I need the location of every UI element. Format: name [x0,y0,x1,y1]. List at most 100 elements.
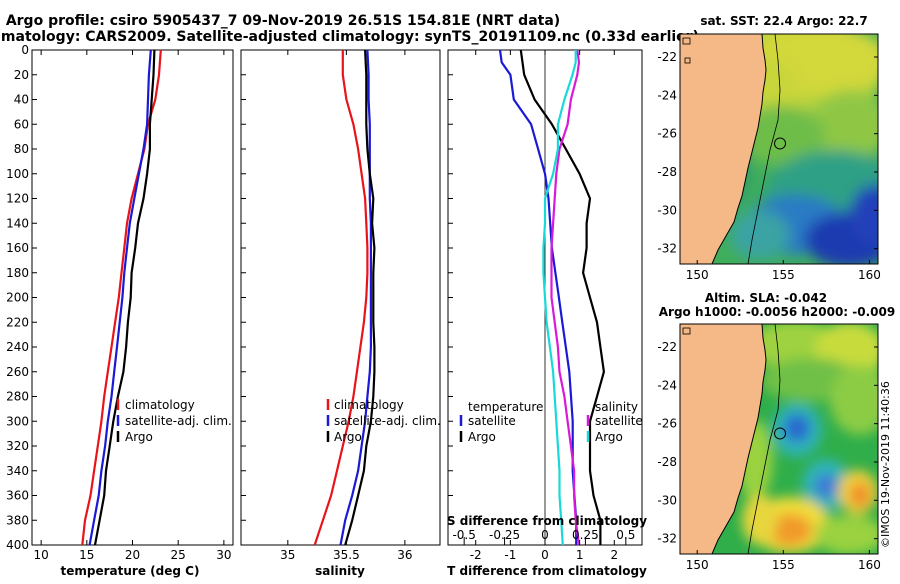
temperature-plot-frame [31,49,234,546]
y-tick-label: 160 [6,241,29,255]
legend-label-t-argo: Argo [468,430,496,444]
temperature-x-label: temperature (deg C) [61,564,200,578]
y-tick-label: 180 [6,266,29,280]
map-y-tick-label: -30 [657,493,677,507]
map-y-tick-label: -24 [657,88,677,102]
difference-legend: temperature satellite Argo salinity sate… [459,400,643,444]
map-y-tick-label: -32 [657,242,677,256]
map-x-tick-label: 160 [858,268,881,282]
sst-map: sat. SST: 22.4 Argo: 22.7 15 [657,14,881,282]
map-y-tick-label: -30 [657,203,677,217]
series-line-temperature-argo [519,49,606,545]
temperature-panel: 0 20 40 60 80 100 120 140 160 180 200 220 240 260 280 3… [6,43,234,578]
y-tick-label: 80 [14,142,29,156]
salinity-plot-frame [240,49,441,546]
x-tick-label: 1 [576,548,584,562]
title-line-2: Climatology: CARS2009. Satellite-adjuste… [0,29,699,45]
x-tick-label: -2 [470,548,482,562]
x-tick-label: 36 [397,548,412,562]
difference-top-axis-label: S difference from climatology [447,514,647,528]
legend-label-s-argo: Argo [595,430,623,444]
series-line-salinity-argo [542,50,577,546]
map-x-tick-label: 150 [686,268,709,282]
sla-map-title-line-1: Altim. SLA: -0.042 [705,291,827,305]
legend-label-climatology: climatology [125,398,195,412]
map-x-tick-label: 150 [686,558,709,572]
y-tick-label: 20 [14,68,29,82]
map-y-tick-label: -24 [657,378,677,392]
series-line-argo [93,49,156,546]
s-tick-label: -0.25 [489,528,520,542]
legend-title-salinity: salinity [595,400,638,414]
legend-label-satellite: satellite-adj. clim. [334,414,441,428]
legend-label-argo: Argo [334,430,362,444]
y-tick-label: 380 [6,513,29,527]
y-tick-label: 400 [6,538,29,552]
y-tick-label: 320 [6,439,29,453]
series-line-climatology [313,50,369,546]
y-tick-label: 60 [14,117,29,131]
x-tick-label: 25 [171,548,186,562]
sla-argo-location-marker [774,427,787,440]
series-line-satellite-adj-clim- [339,49,372,546]
sla-map: Altim. SLA: -0.042 Argo h1000: -0.0056 h… [657,291,895,572]
x-tick-label: 2 [610,548,618,562]
sla-map-frame [679,323,879,555]
sla-island-1 [682,327,691,335]
temperature-legend: climatology satellite-adj. clim. Argo [116,398,232,444]
sla-field [737,324,878,554]
sst-land [680,34,767,264]
sla-shelf-contour [747,324,781,554]
sst-argo-location-marker [774,137,787,150]
x-tick-label: 0 [541,548,549,562]
map-y-tick-label: -28 [657,455,677,469]
legend-title-temperature: temperature [468,400,543,414]
imos-credit: ©IMOS 19-Nov-2019 11:40:36 [879,381,892,548]
sst-map-frame [679,33,879,265]
y-tick-label: 100 [6,167,29,181]
sst-map-title: sat. SST: 22.4 Argo: 22.7 [700,14,867,28]
s-tick-label: 0 [541,528,549,542]
legend-label-t-satellite: satellite [468,414,516,428]
x-tick-label: 35 [280,548,295,562]
sla-map-title-line-2: Argo h1000: -0.0056 h2000: -0.009 [659,305,895,319]
y-tick-label: 280 [6,390,29,404]
map-y-tick-label: -28 [657,165,677,179]
sla-land [680,324,767,554]
legend-label-s-satellite: satellite [595,414,643,428]
salinity-panel: 35 35.5 36 salinity climatology satellite-… [240,49,441,578]
s-tick-label: 0.5 [616,528,635,542]
s-tick-label: 0.25 [572,528,599,542]
map-x-tick-label: 155 [772,268,795,282]
s-tick-label: -0.5 [452,528,475,542]
map-y-tick-label: -22 [657,50,677,64]
salinity-x-label: salinity [315,564,365,578]
map-y-tick-label: -26 [657,417,677,431]
map-y-tick-label: -26 [657,127,677,141]
y-tick-label: 360 [6,489,29,503]
x-tick-label: 20 [125,548,140,562]
y-tick-label: 200 [6,291,29,305]
map-y-tick-label: -32 [657,532,677,546]
x-tick-label: 35.5 [333,548,360,562]
sst-island-2 [684,57,691,64]
x-tick-label: 30 [216,548,231,562]
sst-island-1 [682,37,691,45]
y-tick-label: 340 [6,464,29,478]
y-tick-label: 260 [6,365,29,379]
series-line-salinity-satellite [550,49,581,546]
y-tick-label: 240 [6,340,29,354]
map-x-tick-label: 155 [772,558,795,572]
y-tick-label: 140 [6,216,29,230]
map-y-tick-label: -22 [657,340,677,354]
x-tick-label: 15 [79,548,94,562]
legend-label-climatology: climatology [334,398,404,412]
map-x-tick-label: 160 [858,558,881,572]
salinity-legend: climatology satellite-adj. clim. Argo [326,398,441,444]
y-tick-label: 0 [21,43,29,57]
series-line-argo [344,49,376,546]
y-tick-label: 40 [14,93,29,107]
y-tick-label: 120 [6,192,29,206]
title-line-1: Argo profile: csiro 5905437_7 09-Nov-201… [6,13,560,29]
